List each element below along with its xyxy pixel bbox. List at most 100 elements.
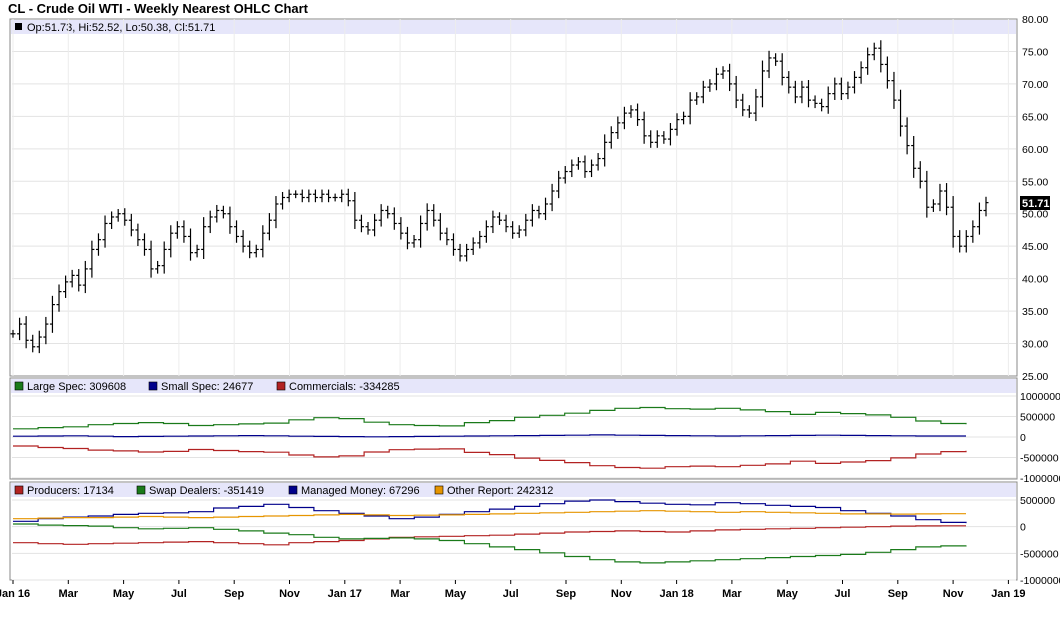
cot1-legend-label: Large Spec: 309608	[27, 381, 126, 393]
x-tick-label: Sep	[556, 588, 576, 600]
ohlc-bar	[345, 188, 351, 207]
ohlc-bar	[253, 244, 259, 258]
cot1-series	[13, 406, 967, 469]
cot2-legend-label: Producers: 17134	[27, 485, 114, 497]
cot1-legend-label: Small Spec: 24677	[161, 381, 253, 393]
ohlc-bar	[372, 213, 378, 237]
cot2-line-managed-money	[13, 499, 967, 524]
ohlc-bar	[240, 230, 246, 253]
ohlc-bar	[273, 196, 279, 229]
price-y-tick-label: 45.00	[1022, 241, 1048, 253]
price-info-swatch	[15, 23, 22, 30]
cot2-y-tick-label: 0	[1020, 522, 1026, 534]
ohlc-bar	[753, 88, 759, 122]
ohlc-bar	[845, 81, 851, 100]
ohlc-bar	[976, 202, 982, 235]
ohlc-bar	[398, 217, 404, 240]
price-y-tick-label: 60.00	[1022, 144, 1048, 156]
ohlc-bar	[358, 214, 364, 233]
ohlc-bar	[49, 295, 55, 333]
cot1-y-axis: -1000000 -500000 0 500000 1000000	[1020, 391, 1060, 485]
cot2-legend-label: Swap Dealers: -351419	[149, 485, 264, 497]
cot2-series	[13, 499, 967, 564]
cot2-y-tick-label: 500000	[1020, 495, 1055, 507]
x-tick-label: Jan 16	[0, 588, 30, 600]
ohlc-bar	[102, 215, 108, 248]
ohlc-bar	[937, 183, 943, 212]
x-tick-label: Sep	[888, 588, 908, 600]
price-y-tick-label: 55.00	[1022, 176, 1048, 188]
ohlc-bar	[332, 193, 338, 202]
x-tick-label: Jul	[835, 588, 851, 600]
ohlc-bar	[404, 226, 410, 250]
cot1-legend-bar	[11, 379, 1016, 393]
cot1-legend-swatch	[276, 381, 286, 391]
cot1-panel-frame	[9, 377, 1018, 480]
ohlc-bar	[871, 42, 877, 61]
ohlc-bar	[950, 196, 956, 248]
cot1-y-tick-label: 0	[1020, 432, 1026, 444]
cot1-line-large-spec	[13, 406, 967, 430]
x-tick-label: Mar	[390, 588, 410, 600]
ohlc-bar	[286, 189, 292, 203]
ohlc-bar	[378, 204, 384, 227]
ohlc-bar	[536, 205, 542, 219]
ohlc-bar	[227, 206, 233, 234]
ohlc-bar	[444, 227, 450, 246]
cot1-y-tick-label: -1000000	[1020, 473, 1060, 485]
x-tick-label: Nov	[279, 588, 301, 600]
ohlc-bar	[10, 329, 16, 338]
ohlc-bar	[687, 92, 693, 125]
ohlc-bar	[115, 209, 121, 222]
price-y-tick-label: 50.00	[1022, 209, 1048, 221]
ohlc-bar	[470, 237, 476, 255]
ohlc-bar	[799, 80, 805, 104]
ohlc-bar	[746, 105, 752, 118]
ohlc-bar	[832, 77, 838, 100]
ohlc-bar	[450, 233, 456, 256]
ohlc-bar	[779, 53, 785, 86]
ohlc-bar	[852, 71, 858, 94]
cot1-legend-swatch	[14, 381, 24, 391]
ohlc-bar	[411, 234, 417, 248]
cot1-legend-label: Commercials: -334285	[289, 381, 400, 393]
ohlc-bar	[214, 204, 220, 223]
ohlc-bar	[654, 130, 660, 148]
cot1-legend-swatch	[148, 381, 158, 391]
ohlc-bar	[529, 204, 535, 227]
ohlc-bar	[497, 212, 502, 225]
ohlc-bar	[89, 240, 95, 278]
ohlc-bar	[306, 189, 312, 203]
ohlc-bar	[220, 205, 226, 219]
cot1-y-tick-label: 500000	[1020, 412, 1055, 424]
ohlc-bar	[878, 40, 884, 73]
price-y-tick-label: 65.00	[1022, 111, 1048, 123]
ohlc-bar	[865, 47, 871, 75]
price-y-tick-label: 80.00	[1022, 14, 1048, 26]
price-y-tick-label: 75.00	[1022, 46, 1048, 58]
ohlc-bar	[944, 183, 950, 216]
ohlc-bar	[43, 316, 49, 345]
ohlc-bar	[418, 215, 424, 248]
ohlc-bar	[884, 56, 890, 89]
ohlc-bar	[141, 233, 147, 256]
ohlc-bar	[260, 225, 266, 258]
ohlc-bar	[667, 123, 673, 146]
price-grid	[12, 19, 1016, 376]
x-tick-label: May	[445, 588, 467, 600]
ohlc-bar	[69, 269, 75, 288]
ohlc-bar	[234, 220, 240, 243]
ohlc-bar	[700, 80, 706, 104]
cot2-legend-swatch	[14, 485, 24, 495]
ohlc-bar	[858, 61, 864, 84]
price-y-tick-label: 35.00	[1022, 306, 1048, 318]
last-price-box	[1020, 196, 1050, 210]
cot2-legend: Producers: 17134 Swap Dealers: -351419 Man…	[14, 485, 553, 497]
ohlc-bar	[957, 230, 963, 253]
price-info-text: Op:51.73, Hi:52.52, Lo:50.38, Cl:51.71	[27, 22, 215, 34]
ohlc-bar	[602, 134, 608, 167]
cot2-legend-swatch	[288, 485, 298, 495]
x-tick-label: Jul	[503, 588, 519, 600]
ohlc-bar	[280, 191, 286, 210]
price-ohlc-series	[10, 40, 989, 354]
